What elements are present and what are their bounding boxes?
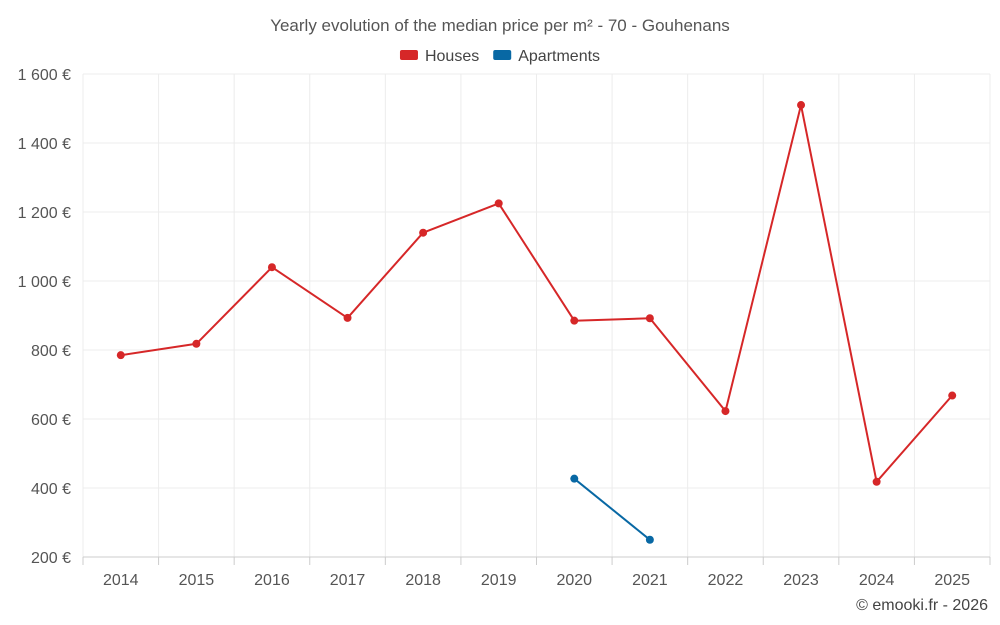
axes (82, 556, 991, 565)
legend-item-apartments[interactable]: Apartments (493, 48, 600, 65)
x-tick-label: 2019 (481, 572, 517, 589)
series-lines (120, 104, 953, 541)
houses-point-2023[interactable] (797, 101, 806, 110)
houses-line (120, 104, 953, 483)
x-tick-label: 2020 (556, 572, 592, 589)
houses-point-2019[interactable] (494, 199, 503, 208)
x-tick-label: 2018 (405, 572, 441, 589)
legend-swatch-apartments (493, 50, 512, 60)
x-tick-label: 2015 (179, 572, 215, 589)
houses-point-2014[interactable] (116, 351, 125, 360)
houses-point-2016[interactable] (267, 263, 276, 272)
legend-label-houses: Houses (425, 48, 479, 65)
legend-label-apartments: Apartments (518, 48, 600, 65)
chart-title: Yearly evolution of the median price per… (270, 16, 730, 35)
legend-item-houses[interactable]: Houses (399, 48, 479, 65)
x-axis-ticks: 2014 2015 2016 2017 2018 2019 2020 2021 2022 2023… (103, 572, 970, 589)
y-tick-label: 1 000 € (18, 274, 71, 291)
houses-point-2024[interactable] (872, 477, 881, 486)
y-axis-ticks: 200 € 400 € 600 € 800 € 1 000 € 1 200 € 1 400 … (18, 67, 71, 567)
grid (82, 73, 991, 557)
credit-text: © emooki.fr - 2026 (856, 597, 988, 614)
y-tick-label: 200 € (31, 550, 71, 567)
y-tick-label: 1 200 € (18, 205, 71, 222)
x-tick-label: 2023 (783, 572, 819, 589)
apartments-point-2020[interactable] (570, 474, 579, 483)
x-tick-label: 2025 (934, 572, 970, 589)
houses-point-2025[interactable] (948, 391, 957, 400)
y-tick-label: 1 600 € (18, 67, 71, 84)
y-tick-label: 600 € (31, 412, 71, 429)
x-tick-label: 2017 (330, 572, 366, 589)
legend: Houses Apartments (399, 48, 600, 65)
x-tick-label: 2022 (708, 572, 744, 589)
apartments-line (573, 477, 651, 541)
y-tick-label: 400 € (31, 481, 71, 498)
series-points (116, 101, 957, 544)
houses-point-2015[interactable] (192, 339, 201, 348)
legend-swatch-houses (399, 50, 418, 60)
houses-point-2022[interactable] (721, 407, 730, 416)
apartments-point-2021[interactable] (645, 535, 654, 544)
x-tick-label: 2016 (254, 572, 290, 589)
x-tick-label: 2014 (103, 572, 139, 589)
houses-point-2017[interactable] (343, 313, 352, 322)
x-tick-label: 2024 (859, 572, 895, 589)
houses-point-2020[interactable] (570, 316, 579, 325)
houses-point-2021[interactable] (645, 314, 654, 323)
x-tick-label: 2021 (632, 572, 668, 589)
houses-point-2018[interactable] (419, 228, 428, 237)
y-tick-label: 800 € (31, 343, 71, 360)
y-tick-label: 1 400 € (18, 136, 71, 153)
